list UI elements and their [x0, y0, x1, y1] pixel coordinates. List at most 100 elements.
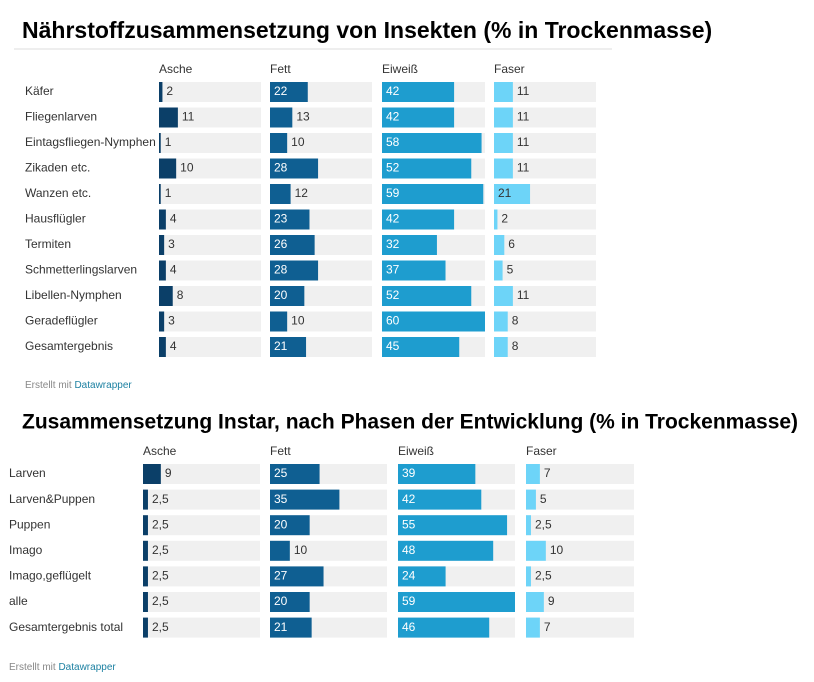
value-label: 10: [294, 543, 308, 557]
bar-track: [494, 311, 596, 332]
value-label: 42: [386, 110, 400, 124]
bar: [270, 184, 291, 204]
bar: [143, 566, 148, 587]
bar: [270, 260, 319, 281]
bar: [270, 235, 315, 255]
value-label: 3: [168, 237, 175, 251]
bar: [270, 311, 288, 332]
credit-link[interactable]: Datawrapper: [74, 380, 132, 391]
value-label: 9: [548, 594, 555, 608]
bar: [494, 184, 531, 204]
bar: [382, 184, 484, 204]
value-label: 7: [544, 620, 551, 634]
value-label: 5: [507, 263, 514, 277]
bar: [270, 489, 340, 510]
value-label: 10: [291, 314, 305, 328]
value-label: 12: [295, 186, 309, 200]
value-label: 39: [402, 466, 416, 480]
bar-track: [494, 133, 596, 153]
category-label: Eintagsfliegen-Nymphen: [25, 135, 156, 149]
column-header: Eiweiß: [382, 62, 418, 76]
bar-track: [159, 311, 261, 332]
category-label: Imago: [9, 543, 43, 557]
bar: [494, 337, 508, 357]
category-label: Käfer: [25, 84, 54, 98]
value-label: 11: [517, 288, 530, 302]
value-label: 60: [386, 314, 400, 328]
bar-track: [159, 337, 261, 357]
value-label: 6: [508, 237, 515, 251]
value-label: 4: [170, 212, 177, 226]
bar: [270, 337, 307, 357]
value-label: 21: [274, 620, 288, 634]
bar-track: [494, 235, 596, 255]
bar: [159, 286, 173, 306]
value-label: 2,5: [152, 594, 169, 608]
bar-track: [159, 107, 261, 128]
value-label: 3: [168, 314, 175, 328]
bar: [143, 489, 148, 510]
bar: [494, 311, 508, 332]
bar: [143, 617, 148, 638]
bar: [382, 133, 482, 153]
bar: [526, 592, 544, 612]
bar: [159, 209, 166, 230]
bar-track: [143, 617, 260, 638]
value-label: 13: [296, 110, 310, 124]
chart-title: Nährstoffzusammensetzung von Insekten (%…: [22, 17, 712, 43]
bar: [159, 158, 177, 179]
column-header: Faser: [526, 444, 557, 458]
bar: [494, 133, 513, 153]
category-label: Hausflügler: [25, 212, 86, 226]
category-label: Libellen-Nymphen: [25, 288, 122, 302]
value-label: 27: [274, 569, 288, 583]
value-label: 37: [386, 263, 400, 277]
value-label: 55: [402, 517, 416, 531]
column-header: Eiweiß: [398, 444, 434, 458]
bar: [398, 540, 494, 561]
value-label: 42: [386, 212, 400, 226]
credit-prefix: Erstellt mit: [25, 380, 72, 391]
category-label: Larven: [9, 466, 46, 480]
value-label: 10: [180, 161, 194, 175]
value-label: 5: [540, 492, 547, 506]
value-label: 4: [170, 263, 177, 277]
value-label: 2,5: [152, 492, 169, 506]
value-label: 26: [274, 237, 288, 251]
bar-track: [159, 133, 261, 153]
value-label: 9: [165, 466, 172, 480]
credit-link[interactable]: Datawrapper: [58, 662, 116, 673]
bar-track: [270, 107, 372, 128]
category-label: Zikaden etc.: [25, 161, 90, 175]
bar: [382, 209, 455, 230]
bar: [270, 617, 312, 638]
bar-track: [494, 209, 596, 230]
value-label: 48: [402, 543, 416, 557]
bar: [382, 286, 472, 306]
value-label: 11: [517, 84, 530, 98]
value-label: 25: [274, 466, 288, 480]
bar-track: [494, 260, 596, 281]
bar-track: [270, 184, 372, 204]
bar: [270, 107, 293, 128]
category-label: Puppen: [9, 517, 50, 531]
bar-track: [159, 82, 261, 102]
value-label: 11: [182, 110, 195, 124]
bar-track: [143, 566, 260, 587]
value-label: 20: [274, 288, 288, 302]
category-label: Termiten: [25, 237, 71, 251]
value-label: 2,5: [535, 517, 552, 531]
value-label: 20: [274, 517, 288, 531]
value-label: 22: [274, 84, 288, 98]
category-label: Geradeflügler: [25, 314, 98, 328]
bar: [526, 515, 531, 536]
category-label: Wanzen etc.: [25, 186, 91, 200]
value-label: 28: [274, 263, 288, 277]
value-label: 7: [544, 466, 551, 480]
bar-track: [143, 515, 260, 536]
bar: [494, 158, 513, 179]
category-label: Gesamtergebnis total: [9, 620, 123, 634]
bar: [526, 464, 540, 484]
bar-track: [494, 158, 596, 179]
column-header: Fett: [270, 444, 291, 458]
